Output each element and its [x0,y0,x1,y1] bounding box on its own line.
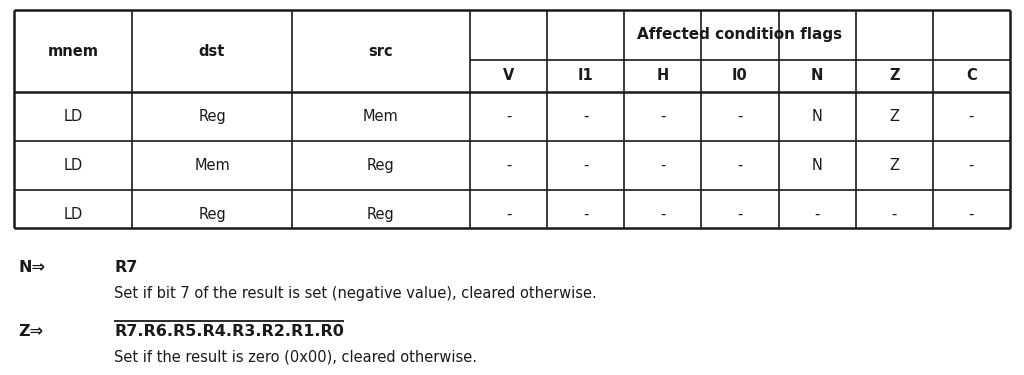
Text: Reg: Reg [368,158,395,173]
Text: LD: LD [63,207,83,222]
Text: -: - [737,207,742,222]
Text: -: - [969,109,974,124]
Text: -: - [583,109,589,124]
Text: Reg: Reg [198,207,226,222]
Text: -: - [583,207,589,222]
Text: Reg: Reg [368,207,395,222]
Text: Z⇒: Z⇒ [18,324,43,339]
Text: dst: dst [199,44,225,58]
Text: N: N [811,69,823,84]
Text: Set if bit 7 of the result is set (negative value), cleared otherwise.: Set if bit 7 of the result is set (negat… [114,286,597,301]
Text: -: - [583,158,589,173]
Text: -: - [660,158,666,173]
Text: C: C [966,69,977,84]
Text: R7.R6.R5.R4.R3.R2.R1.R0: R7.R6.R5.R4.R3.R2.R1.R0 [114,324,344,339]
Text: src: src [369,44,393,58]
Text: I0: I0 [732,69,748,84]
Text: -: - [969,207,974,222]
Text: Affected condition flags: Affected condition flags [637,27,843,42]
Text: Set if the result is zero (0x00), cleared otherwise.: Set if the result is zero (0x00), cleare… [114,350,477,365]
Text: -: - [506,109,511,124]
Text: -: - [969,158,974,173]
Text: LD: LD [63,109,83,124]
Text: -: - [737,109,742,124]
Text: -: - [506,207,511,222]
Text: N: N [812,109,822,124]
Text: LD: LD [63,158,83,173]
Text: H: H [656,69,669,84]
Text: -: - [660,207,666,222]
Text: Z: Z [889,69,899,84]
Text: mnem: mnem [47,44,98,58]
Text: Z: Z [889,109,899,124]
Text: N: N [812,158,822,173]
Text: R7: R7 [114,260,137,275]
Text: -: - [892,207,897,222]
Text: Reg: Reg [198,109,226,124]
Text: Mem: Mem [195,158,229,173]
Text: -: - [737,158,742,173]
Text: Mem: Mem [364,109,399,124]
Text: I1: I1 [578,69,594,84]
Text: Z: Z [889,158,899,173]
Text: N⇒: N⇒ [18,260,45,275]
Text: -: - [506,158,511,173]
Text: V: V [503,69,514,84]
Text: -: - [814,207,820,222]
Text: -: - [660,109,666,124]
